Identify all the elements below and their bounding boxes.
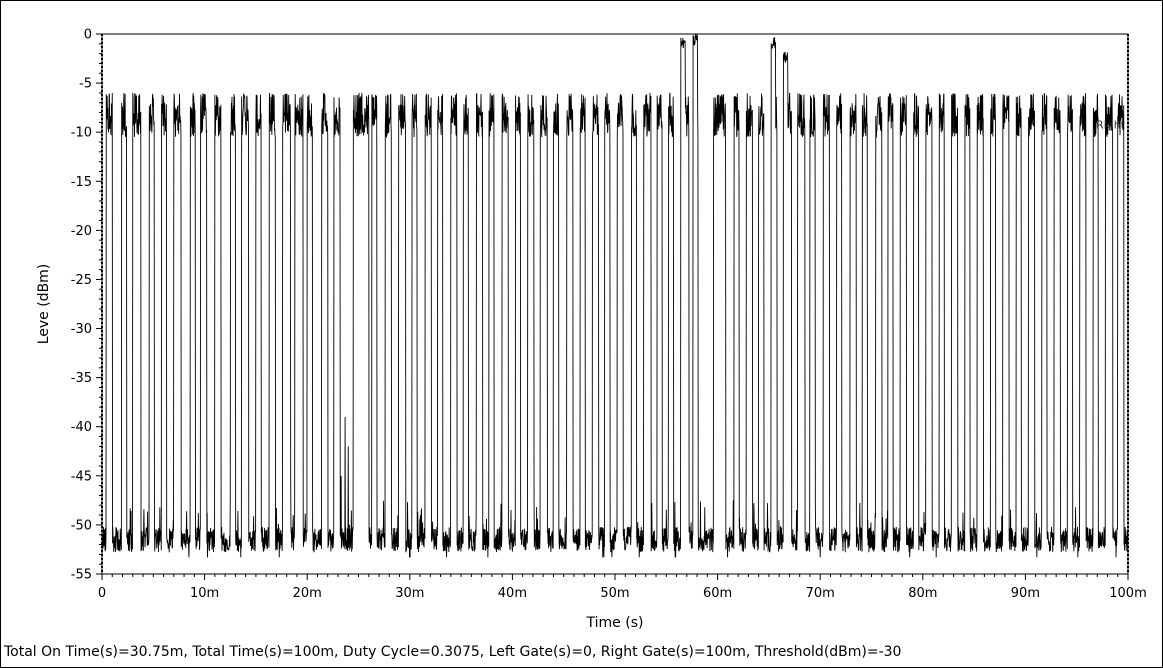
x-axis-label: Time (s) (586, 615, 644, 631)
y-tick-label: 0 (84, 28, 92, 43)
x-tick-label: 80m (908, 586, 937, 601)
y-tick-label: -25 (71, 273, 92, 288)
x-tick-label: 90m (1011, 586, 1040, 601)
summary-readout: Total On Time(s)=30.75m, Total Time(s)=1… (4, 644, 902, 660)
y-tick-label: -30 (71, 322, 92, 337)
x-tick-label: 40m (498, 586, 527, 601)
plot-area[interactable]: Right (101, 33, 1129, 575)
x-tick-label: 20m (293, 586, 322, 601)
y-tick-label: -35 (71, 371, 92, 386)
x-tick-label: 30m (395, 586, 424, 601)
y-axis-label: Leve (dBm) (36, 264, 52, 345)
y-tick-label: -50 (71, 518, 92, 533)
y-tick-label: -10 (71, 126, 92, 141)
x-tick-label: 60m (703, 586, 732, 601)
y-tick-label: -45 (71, 469, 92, 484)
y-axis: 0 -5 -10 -15 -20 -25 -30 -35 -40 -45 -50 -55 (71, 28, 102, 583)
y-tick-label: -55 (71, 568, 92, 583)
y-tick-label: -5 (79, 77, 92, 92)
y-tick-label: -15 (71, 175, 92, 190)
y-tick-label: -40 (71, 420, 92, 435)
level-trace (101, 34, 1129, 558)
x-axis: 0 10m 20m 30m 40m 50m 60m 70m 80m 90m 100m (98, 574, 1147, 601)
x-tick-label: 70m (806, 586, 835, 601)
x-tick-label: 100m (1109, 586, 1146, 601)
x-tick-label: 0 (98, 586, 106, 601)
x-tick-label: 10m (190, 586, 219, 601)
x-tick-label: 50m (600, 586, 629, 601)
y-tick-label: -20 (71, 224, 92, 239)
right-gate-label: Right (1096, 118, 1126, 131)
